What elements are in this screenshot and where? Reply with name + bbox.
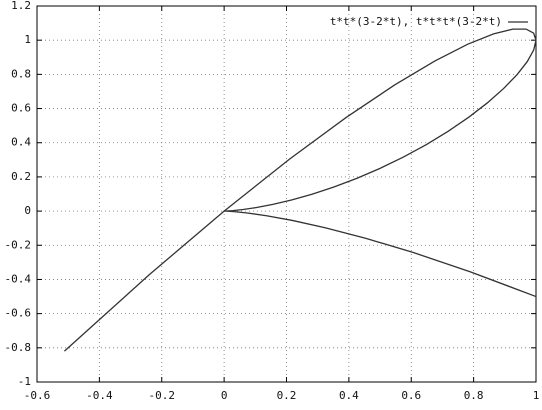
legend-label: t*t*(3-2*t), t*t*t*(3-2*t): [330, 15, 502, 28]
x-tick-label: -0.6: [24, 389, 51, 402]
x-tick-label: 0.8: [464, 389, 484, 402]
plot-frame: [36, 5, 537, 383]
y-tick-label: -0.2: [5, 238, 32, 251]
y-tick-label: 0.8: [11, 67, 31, 80]
y-tick-label: 0.6: [11, 102, 31, 115]
y-tick-label: 0.2: [11, 170, 31, 183]
x-tick-label: 0.2: [277, 389, 297, 402]
y-tick-label: -0.6: [5, 307, 32, 320]
y-tick-label: -0.8: [5, 341, 32, 354]
x-tick-label: 0.6: [401, 389, 421, 402]
x-tick-label: 0: [221, 389, 228, 402]
x-tick-label: -0.2: [149, 389, 176, 402]
y-tick-label: 1: [24, 33, 31, 46]
y-tick-label: 1.2: [11, 0, 31, 12]
y-tick-label: 0: [24, 204, 31, 217]
x-tick-label: 1: [533, 389, 540, 402]
y-tick-label: 0.4: [11, 136, 31, 149]
x-tick-label: -0.4: [86, 389, 113, 402]
series-line: [64, 28, 537, 352]
x-tick-label: 0.4: [339, 389, 359, 402]
y-tick-label: -0.4: [5, 272, 32, 285]
y-tick-label: -1: [18, 375, 31, 388]
